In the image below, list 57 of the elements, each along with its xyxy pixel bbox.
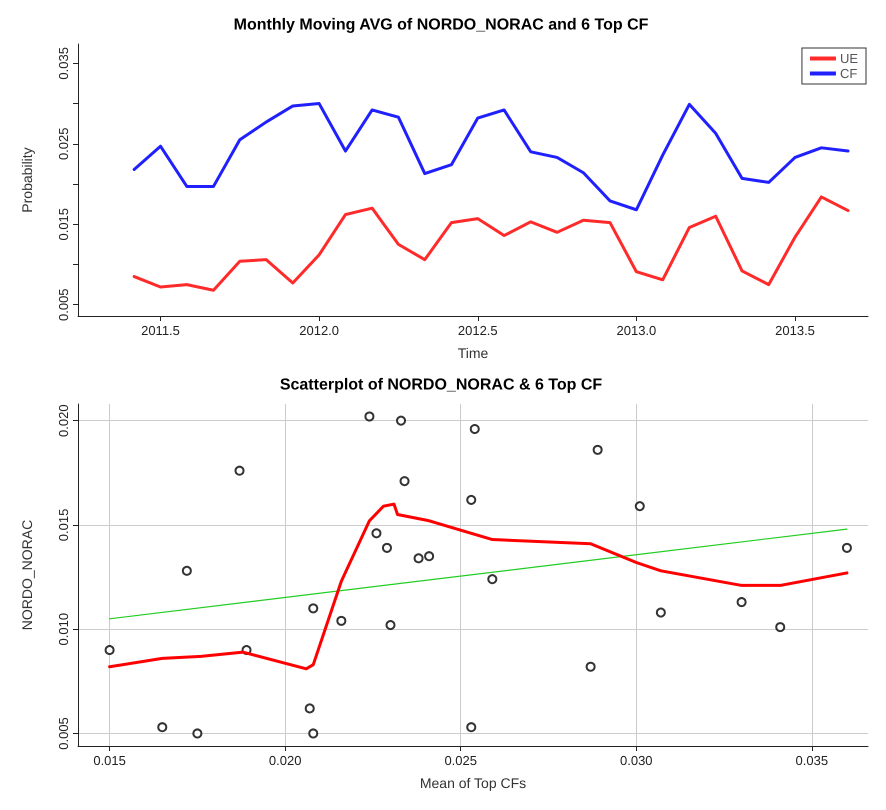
point	[736, 597, 747, 608]
point	[470, 424, 480, 434]
x-tick-label: 2012.5	[458, 323, 498, 338]
chart-title: Monthly Moving AVG of NORDO_NORAC and 6 Top CF	[234, 16, 649, 34]
point	[382, 542, 392, 553]
point	[371, 528, 382, 538]
y-tick-label: 0.015	[56, 508, 71, 542]
y-tick-label: 0.005	[56, 717, 71, 750]
line-series	[132, 102, 850, 212]
line-series	[132, 195, 850, 292]
x-axis-title: Time	[458, 345, 489, 361]
x-tick-label: 0.020	[268, 753, 302, 768]
point	[656, 608, 666, 618]
y-axis-title: NORDO_NORAC	[19, 520, 35, 630]
point	[385, 620, 396, 630]
line-series	[108, 502, 848, 670]
y-tick-label: 0.010	[56, 612, 71, 646]
point	[424, 551, 434, 562]
point	[775, 622, 786, 632]
x-axis-title: Mean of Top CFs	[420, 775, 526, 791]
legend-label: CF	[840, 66, 858, 81]
x-tick-label: 2013.0	[616, 323, 656, 338]
x-tick-label: 0.025	[444, 753, 477, 768]
x-tick-label: 0.015	[93, 753, 126, 768]
point	[487, 574, 498, 584]
x-tick-label: 2011.5	[141, 323, 180, 338]
chart-title: Scatterplot of NORDO_NORAC & 6 Top CF	[280, 376, 602, 394]
y-tick-label: 0.035	[56, 47, 71, 80]
point	[400, 476, 410, 486]
x-tick-label: 0.035	[796, 753, 828, 768]
y-tick-label: 0.015	[56, 208, 71, 241]
y-tick-label: 0.005	[56, 288, 71, 322]
y-tick-label: 0.020	[56, 404, 71, 437]
point	[466, 722, 476, 732]
point	[396, 416, 406, 426]
point	[842, 542, 852, 553]
x-tick-label: 2012.0	[299, 323, 340, 338]
point	[308, 728, 318, 738]
point	[157, 722, 168, 732]
legend-label: UE	[840, 51, 858, 66]
y-axis-title: Probability	[19, 147, 35, 213]
x-tick-label: 2013.5	[775, 323, 815, 338]
x-tick-label: 0.030	[620, 753, 653, 768]
point	[182, 566, 192, 576]
point	[364, 412, 374, 422]
point	[304, 703, 315, 714]
point	[586, 662, 596, 672]
point	[308, 603, 318, 614]
point	[336, 616, 346, 626]
point	[234, 466, 245, 476]
point	[592, 444, 603, 455]
point	[104, 645, 115, 656]
point	[466, 494, 476, 505]
point	[414, 553, 424, 564]
point	[192, 728, 202, 738]
point	[634, 501, 645, 512]
y-tick-label: 0.025	[56, 128, 71, 160]
